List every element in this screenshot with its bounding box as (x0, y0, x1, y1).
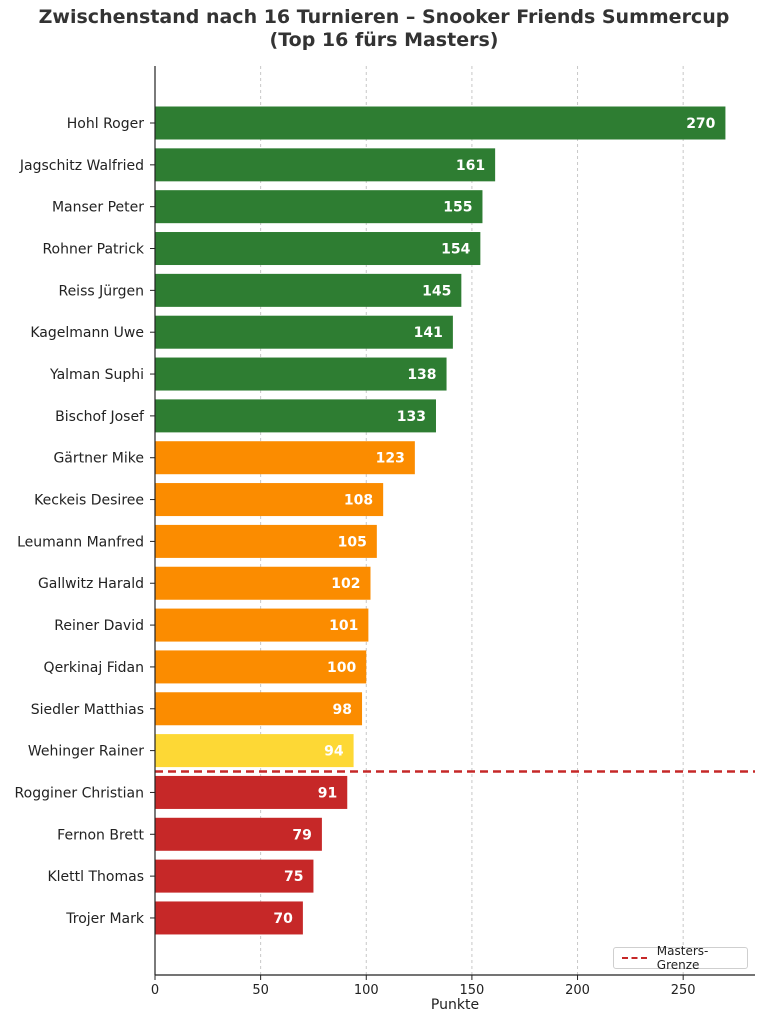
bar-value-label: 101 (329, 618, 358, 634)
bar (155, 650, 367, 684)
chart-title: Zwischenstand nach 16 Turnieren – Snooke… (0, 6, 768, 52)
bar (155, 190, 483, 224)
bar-value-label: 79 (292, 827, 311, 843)
category-label: Rohner Patrick (42, 242, 144, 258)
category-label: Hohl Roger (67, 116, 144, 132)
bar (155, 692, 363, 726)
category-label: Trojer Mark (65, 911, 145, 927)
bar (155, 608, 369, 642)
bar-value-label: 75 (284, 869, 303, 885)
chart-title-line-2: (Top 16 fürs Masters) (269, 29, 499, 51)
bar-value-label: 94 (324, 744, 344, 760)
category-label: Kagelmann Uwe (30, 325, 144, 341)
category-label: Gallwitz Harald (38, 576, 144, 592)
category-label: Reiss Jürgen (58, 283, 144, 299)
bar-value-label: 154 (441, 242, 470, 258)
bar-value-label: 98 (333, 702, 352, 718)
category-label: Leumann Manfred (17, 534, 144, 550)
category-label: Wehinger Rainer (28, 744, 144, 760)
legend-dashed-line-swatch (622, 957, 647, 959)
bar (155, 817, 322, 851)
bar-value-label: 100 (327, 660, 356, 676)
axes: 0 50 100 150 200 250 Hohl Roger Jagschitz Walfr… (15, 66, 755, 998)
category-label: Qerkinaj Fidan (44, 660, 144, 676)
x-tick-label: 200 (565, 983, 590, 998)
bar-value-label: 145 (422, 283, 451, 299)
bar-value-label: 270 (686, 116, 715, 132)
bar (155, 315, 453, 349)
bar (155, 441, 415, 475)
bar (155, 524, 377, 558)
x-tick-label: 250 (671, 983, 696, 998)
category-label: Klettl Thomas (47, 869, 144, 885)
bar-value-label: 70 (273, 911, 293, 927)
chart-title-line-1: Zwischenstand nach 16 Turnieren – Snooke… (38, 6, 730, 28)
x-tick-label: 0 (151, 983, 159, 998)
bar-value-label: 141 (414, 325, 443, 341)
bar-value-label: 102 (331, 576, 360, 592)
bar (155, 106, 726, 140)
bar (155, 399, 436, 433)
bar (155, 232, 481, 266)
bar-value-label: 105 (338, 534, 367, 550)
x-tick-label: 150 (459, 983, 484, 998)
bar (155, 273, 462, 307)
bar-value-label: 133 (397, 409, 426, 425)
bar-value-label: 91 (318, 785, 337, 801)
bar (155, 148, 496, 182)
bar-value-label: 155 (443, 200, 472, 216)
category-label: Siedler Matthias (31, 702, 144, 718)
bar (155, 483, 384, 517)
x-tick-label: 100 (354, 983, 379, 998)
bar (155, 901, 303, 935)
category-label: Rogginer Christian (15, 785, 144, 801)
legend-label: Masters-Grenze (656, 944, 709, 972)
bars: 270 161 155 154 145 141 138 133 123 108 105 102 101 1… (155, 106, 726, 935)
bar (155, 357, 447, 391)
bar (155, 859, 314, 893)
category-label: Manser Peter (52, 200, 144, 216)
category-label: Fernon Brett (57, 827, 144, 843)
category-label: Jagschitz Walfried (19, 158, 144, 174)
bar-value-label: 161 (456, 158, 485, 174)
category-label: Keckeis Desiree (34, 493, 144, 509)
bar (155, 734, 354, 768)
bar (155, 566, 371, 600)
bar-value-label: 138 (407, 367, 436, 383)
category-label: Bischof Josef (55, 409, 145, 425)
category-label: Gärtner Mike (53, 451, 144, 467)
x-axis-title: Punkte (431, 997, 479, 1013)
x-tick-label: 50 (252, 983, 269, 998)
bar-value-label: 123 (376, 451, 405, 467)
category-label: Yalman Suphi (49, 367, 144, 383)
legend: Masters-Grenze (613, 944, 748, 972)
bar (155, 775, 348, 809)
bar-value-label: 108 (344, 493, 373, 509)
category-label: Reiner David (54, 618, 144, 634)
